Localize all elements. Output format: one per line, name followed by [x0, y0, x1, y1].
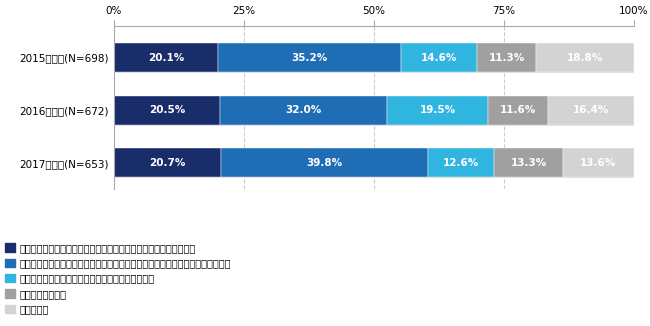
Text: 11.6%: 11.6% — [500, 105, 536, 115]
Text: 35.2%: 35.2% — [292, 52, 328, 63]
Bar — [222, 148, 428, 177]
Text: 16.4%: 16.4% — [573, 105, 609, 115]
Bar — [563, 148, 634, 177]
Text: 12.6%: 12.6% — [443, 158, 479, 168]
Bar — [536, 43, 634, 72]
Text: 20.7%: 20.7% — [150, 158, 186, 168]
Bar — [428, 148, 494, 177]
Text: 14.6%: 14.6% — [421, 52, 458, 63]
Bar — [114, 96, 220, 125]
Text: 20.1%: 20.1% — [148, 52, 184, 63]
Text: 39.8%: 39.8% — [307, 158, 343, 168]
Bar — [114, 43, 218, 72]
Bar — [477, 43, 536, 72]
Bar — [401, 43, 477, 72]
Bar — [114, 148, 222, 177]
Text: 32.0%: 32.0% — [285, 105, 322, 115]
Bar — [488, 96, 549, 125]
Text: 13.6%: 13.6% — [580, 158, 616, 168]
Text: 13.3%: 13.3% — [510, 158, 547, 168]
Bar — [220, 96, 387, 125]
Bar — [494, 148, 563, 177]
Bar — [218, 43, 401, 72]
Text: 18.8%: 18.8% — [567, 52, 603, 63]
Bar — [549, 96, 634, 125]
Bar — [387, 96, 488, 125]
Text: 11.3%: 11.3% — [489, 52, 525, 63]
Text: 19.5%: 19.5% — [419, 105, 456, 115]
Legend: システム、プライバシーポリシーの両方に大幅な変更・修正が必要, システム、プライバシーポリシーの両方に変更・修正が必要だが、範囲は限定的, プライバシーポリシー: システム、プライバシーポリシーの両方に大幅な変更・修正が必要, システム、プライ… — [5, 243, 231, 314]
Text: 20.5%: 20.5% — [149, 105, 185, 115]
